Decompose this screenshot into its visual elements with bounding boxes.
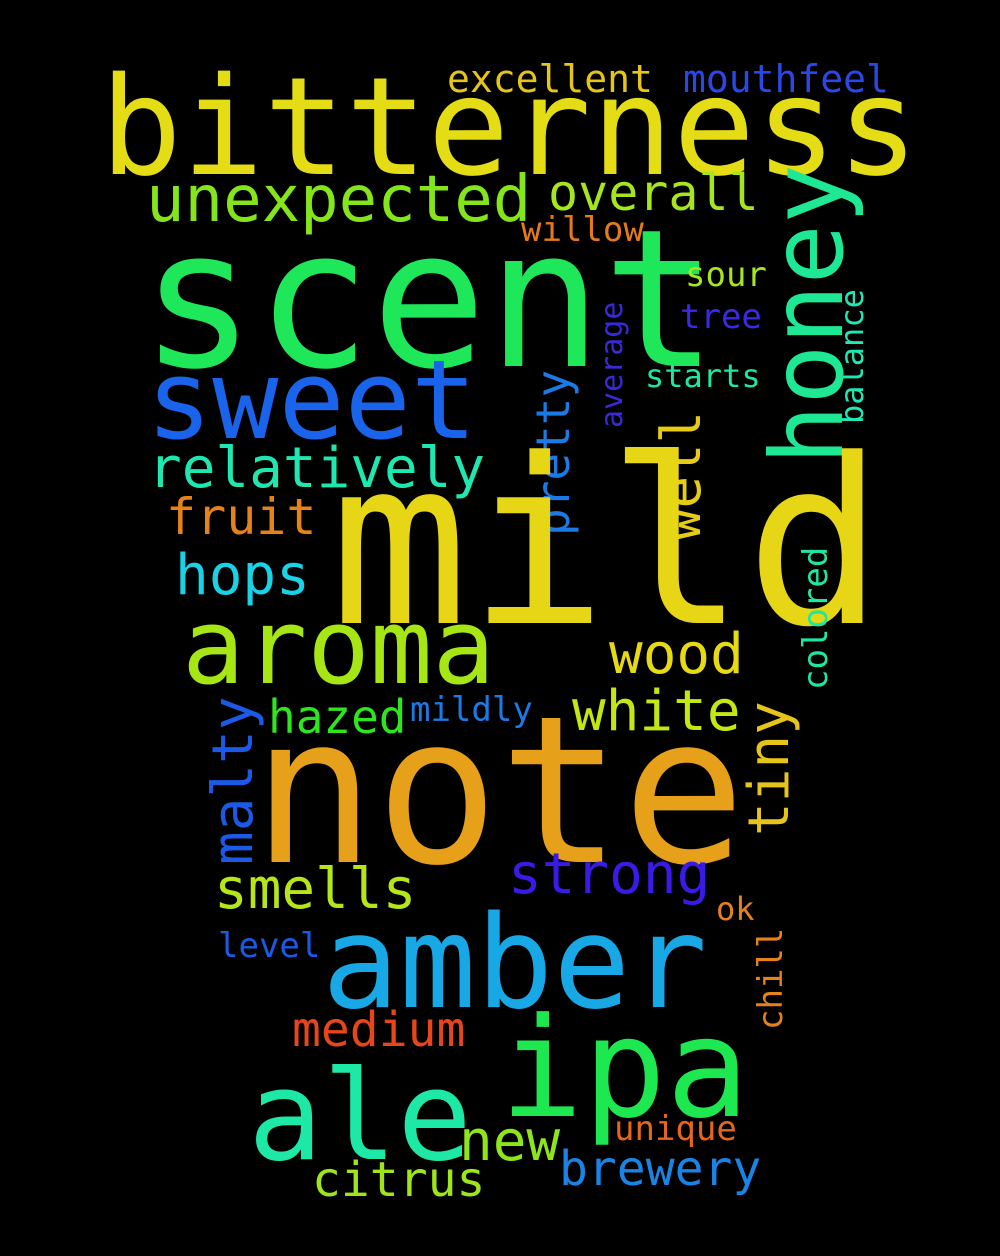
word-level: level (218, 926, 321, 966)
word-unexpected: unexpected (146, 163, 532, 237)
word-unique: unique (614, 1109, 737, 1149)
word-white: white (572, 679, 741, 744)
word-relatively: relatively (148, 436, 486, 501)
word-colored: colored (796, 546, 836, 690)
word-ok: ok (716, 890, 755, 928)
word-starts: starts (645, 357, 761, 395)
word-mouthfeel: mouthfeel (683, 57, 889, 101)
word-hops: hops (175, 543, 310, 608)
word-fruit: fruit (166, 488, 317, 546)
word-chill: chill (751, 927, 791, 1030)
word-excellent: excellent (447, 57, 653, 101)
word-smells: smells (214, 857, 417, 922)
word-citrus: citrus (312, 1152, 486, 1208)
word-ipa: ipa (500, 988, 750, 1149)
word-aroma: aroma (182, 586, 496, 708)
word-hazed: hazed (268, 690, 407, 744)
word-medium: medium (292, 1002, 466, 1058)
word-mild: mild (330, 411, 884, 678)
word-tiny: tiny (737, 701, 802, 836)
word-sour: sour (685, 255, 767, 295)
word-overall: overall (548, 164, 759, 222)
word-scent: scent (140, 189, 718, 412)
word-wood: wood (609, 622, 744, 687)
word-sweet: sweet (146, 336, 478, 464)
word-ale: ale (248, 1045, 472, 1189)
word-new: new (459, 1109, 561, 1174)
word-note: note (252, 673, 746, 911)
word-brewery: brewery (559, 1141, 762, 1197)
word-strong: strong (508, 842, 711, 907)
word-amber: amber (322, 889, 708, 1038)
word-willow: willow (521, 210, 644, 250)
word-tree: tree (680, 297, 762, 337)
word-average: average (595, 301, 630, 428)
word-mildly: mildly (410, 690, 533, 730)
word-bitterness: bitterness (100, 49, 919, 207)
